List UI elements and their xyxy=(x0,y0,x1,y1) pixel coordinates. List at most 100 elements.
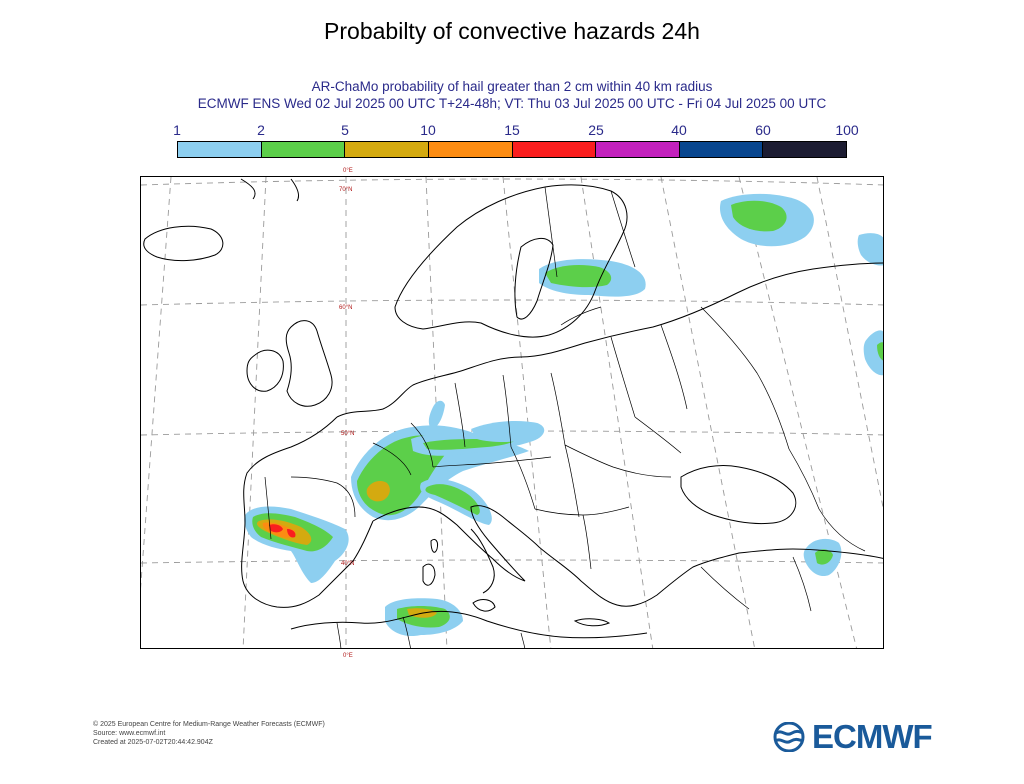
border-line xyxy=(700,306,790,450)
border-line xyxy=(336,622,342,648)
border-line xyxy=(564,444,672,478)
coastline-italy-south xyxy=(470,528,495,594)
border-line xyxy=(582,514,592,570)
probability-fields xyxy=(244,193,883,637)
border-line xyxy=(290,476,356,518)
map-canvas: 70°N 60°N 50°N 40°N xyxy=(141,177,883,648)
border-line xyxy=(410,422,434,468)
graticule-line xyxy=(141,559,883,564)
legend-swatch xyxy=(428,142,513,157)
border-line xyxy=(634,416,682,454)
colour-legend-bar xyxy=(177,141,847,158)
copyright-footer: © 2025 European Centre for Medium-Range … xyxy=(93,720,325,747)
coastline-ireland xyxy=(246,349,284,392)
legend-swatch xyxy=(596,142,680,157)
border-line xyxy=(660,324,688,410)
border-line xyxy=(544,186,558,278)
legend-tick: 100 xyxy=(835,122,859,138)
map-subtitle: AR-ChaMo probability of hail greater tha… xyxy=(311,79,713,94)
border-line xyxy=(550,372,566,446)
border-line xyxy=(510,446,536,510)
graticule-line xyxy=(660,177,756,648)
created-line: Created at 2025-07-02T20:44:42.904Z xyxy=(93,739,213,746)
coastline-svalbard-edge xyxy=(240,178,300,202)
ecmwf-logo-text: ECMWF xyxy=(812,718,933,755)
graticule-line xyxy=(816,177,883,510)
graticule-line xyxy=(580,177,654,648)
hail-prob-area-caucasus xyxy=(815,549,833,565)
hail-prob-area-iberia xyxy=(269,524,296,538)
coastlines xyxy=(143,178,883,639)
lon-label-bottom: 0°E xyxy=(343,653,353,659)
europe-map: 70°N 60°N 50°N 40°N xyxy=(140,176,884,649)
country-borders xyxy=(264,186,866,648)
border-line xyxy=(454,382,466,448)
hail-prob-area-italy xyxy=(425,484,480,515)
legend-swatch xyxy=(679,142,764,157)
legend-tick: 60 xyxy=(755,122,771,138)
border-line xyxy=(788,448,866,552)
coastline-iberia xyxy=(241,416,374,608)
graticule-line xyxy=(502,177,552,648)
lon-label-top: 0°E xyxy=(343,168,353,174)
lat-label-40n: 40°N xyxy=(341,561,354,567)
legend-tick: 2 xyxy=(257,122,265,138)
coastline-med-north xyxy=(372,505,883,607)
lat-label-50n: 50°N xyxy=(341,431,354,437)
source-line: Source: www.ecmwf.int xyxy=(93,730,166,737)
hail-prob-area-finland xyxy=(545,265,612,288)
graticule-line xyxy=(738,177,857,648)
border-line xyxy=(372,442,412,476)
hail-prob-area-east-edge xyxy=(857,233,883,266)
border-line xyxy=(560,306,602,326)
border-line xyxy=(402,616,411,648)
coastline-gulf-bothnia xyxy=(514,238,554,320)
legend-swatch xyxy=(345,142,429,157)
ecmwf-logo: ECMWF xyxy=(770,718,933,756)
graticule-line xyxy=(242,177,267,648)
graticule-line xyxy=(141,178,883,186)
border-line xyxy=(520,632,526,648)
coastline-crete xyxy=(573,618,611,627)
coastline-corsica xyxy=(430,538,438,553)
hail-prob-area-east-edge xyxy=(863,330,883,376)
legend-tick-labels: 1 2 5 10 15 25 40 60 100 xyxy=(0,122,1024,140)
legend-swatch xyxy=(763,142,846,157)
border-line xyxy=(610,336,636,418)
border-line xyxy=(792,556,812,612)
border-line xyxy=(610,190,636,268)
legend-tick: 5 xyxy=(341,122,349,138)
border-line xyxy=(502,374,512,448)
legend-tick: 40 xyxy=(671,122,687,138)
border-line xyxy=(534,506,630,516)
coastline-sardinia xyxy=(422,563,436,586)
graticule-line xyxy=(141,177,172,589)
copyright-line: © 2025 European Centre for Medium-Range … xyxy=(93,721,325,728)
coastline-north-africa xyxy=(290,610,648,639)
map-run-info: ECMWF ENS Wed 02 Jul 2025 00 UTC T+24-48… xyxy=(197,96,827,111)
coastline-continent xyxy=(336,262,883,418)
graticule-line xyxy=(141,299,883,306)
legend-tick: 15 xyxy=(504,122,520,138)
hail-prob-area-russia-north xyxy=(731,200,787,232)
coastline-great-britain xyxy=(285,320,333,407)
lat-label-70n: 70°N xyxy=(339,187,352,193)
legend-tick: 1 xyxy=(173,122,181,138)
coastline-sicily xyxy=(472,599,496,612)
legend-tick: 10 xyxy=(420,122,436,138)
border-line xyxy=(432,456,552,468)
coastline-black-sea xyxy=(680,464,797,524)
page-title: Probabilty of convective hazards 24h xyxy=(324,18,700,44)
legend-swatch xyxy=(261,142,346,157)
graticule xyxy=(141,177,883,648)
lat-label-60n: 60°N xyxy=(339,305,352,311)
hail-prob-area-east-edge xyxy=(877,342,883,361)
hail-prob-area-central-europe xyxy=(471,421,542,442)
coastline-iceland xyxy=(143,225,224,262)
legend-swatch xyxy=(178,142,262,157)
legend-swatch xyxy=(512,142,597,157)
border-line xyxy=(564,444,580,518)
ecmwf-logo-icon xyxy=(773,722,805,752)
hail-prob-area-france xyxy=(366,481,390,502)
hail-prob-area-north-plume xyxy=(428,400,445,429)
